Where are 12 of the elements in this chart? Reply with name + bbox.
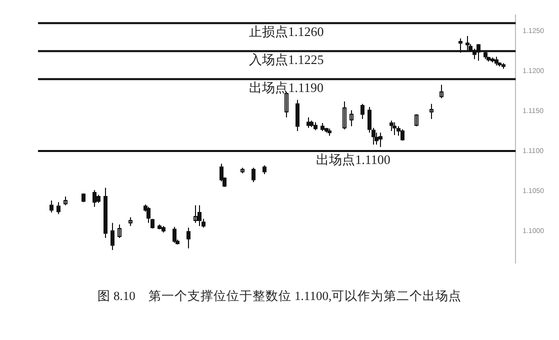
candlestick — [430, 103, 434, 120]
ref-line-label: 入场点1.1225 — [248, 52, 324, 68]
ref-line-label: 出场点1.1190 — [249, 80, 324, 96]
candlestick — [350, 110, 354, 127]
candlestick — [194, 204, 198, 224]
candlestick — [414, 114, 418, 127]
caption: 图 8.10 第一个支撑位位于整数位 1.1100,可以作为第二个出场点 — [96, 288, 463, 305]
candlestick — [118, 224, 122, 239]
ref-line-label: 出场点1.1100 — [316, 152, 390, 167]
candlestick — [342, 100, 346, 130]
candlestick — [440, 84, 444, 99]
ref-line-label: 止损点1.1260 — [248, 24, 324, 40]
